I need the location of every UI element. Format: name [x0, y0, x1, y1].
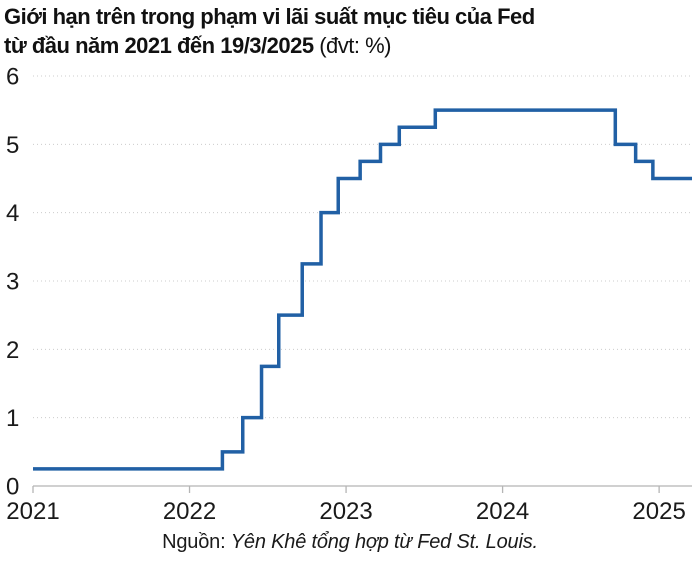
source-prefix: Nguồn:: [162, 531, 226, 553]
x-tick-label: 2024: [476, 498, 529, 525]
x-tick-label: 2025: [632, 498, 685, 525]
y-tick-label: 4: [6, 200, 19, 227]
x-tick-label: 2023: [319, 498, 372, 525]
source-text: Yên Khê tổng hợp từ Fed St. Louis.: [230, 531, 538, 553]
source-note: Nguồn: Yên Khê tổng hợp từ Fed St. Louis…: [0, 531, 700, 554]
chart-title: Giới hạn trên trong phạm vi lãi suất mục…: [4, 2, 664, 60]
chart-title-line2: từ đầu năm 2021 đến 19/3/2025: [4, 33, 314, 58]
y-tick-label: 5: [6, 132, 19, 159]
y-tick-label: 1: [6, 405, 19, 432]
y-tick-label: 3: [6, 269, 19, 296]
y-tick-label: 0: [6, 474, 19, 501]
y-tick-label: 2: [6, 337, 19, 364]
chart-title-line1: Giới hạn trên trong phạm vi lãi suất mục…: [4, 4, 535, 29]
x-tick-label: 2022: [163, 498, 216, 525]
step-line: [33, 108, 692, 471]
x-tick-label: 2021: [6, 498, 59, 525]
y-tick-label: 6: [6, 64, 19, 91]
chart-unit-note: (đvt: %): [319, 33, 392, 58]
step-line-chart: 0 1 2 3 4 5 6 2021 2022 2023 2024 2025: [6, 64, 692, 525]
